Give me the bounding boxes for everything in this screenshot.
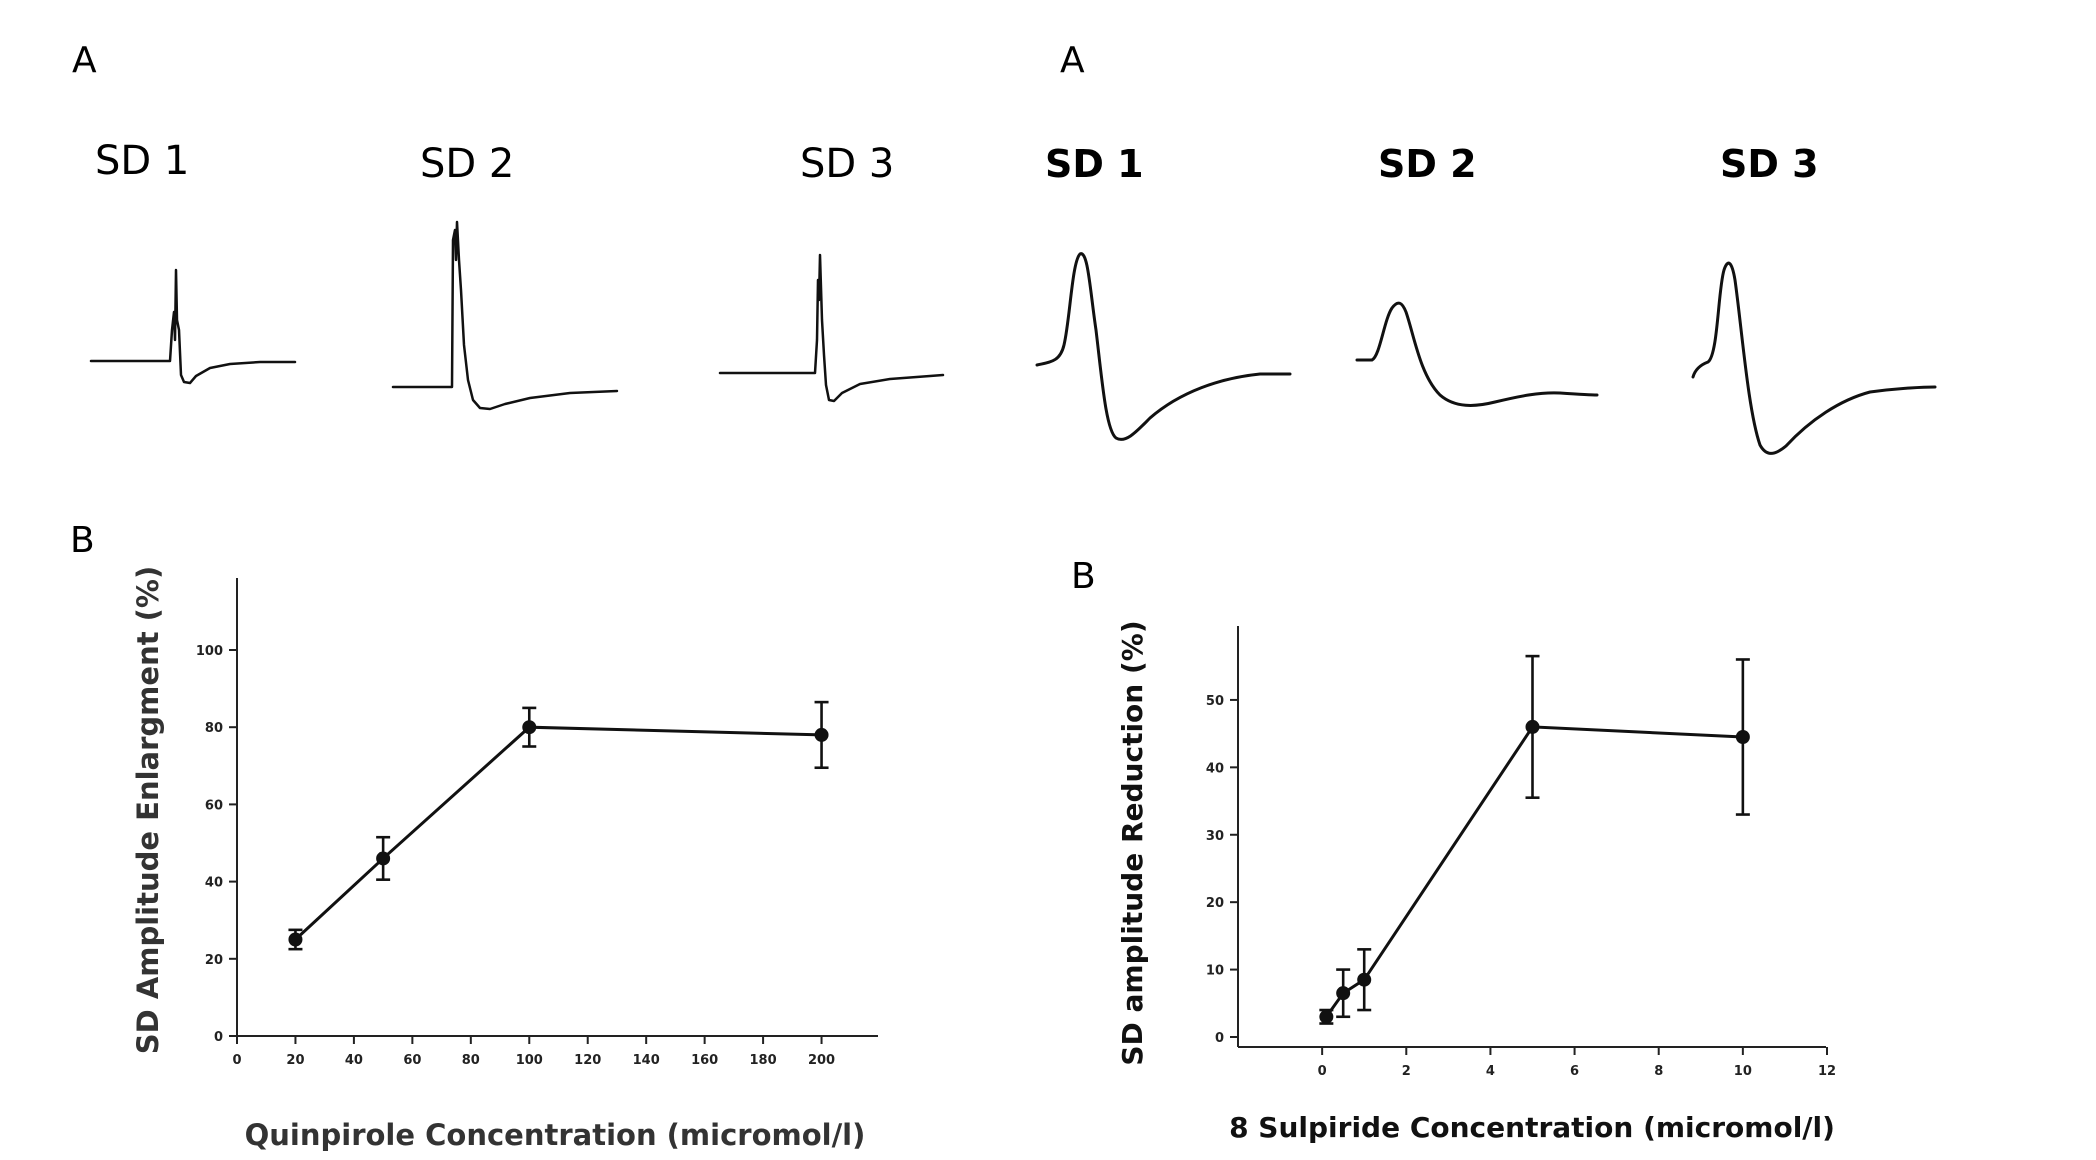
left-trace-label-3: SD 3	[800, 141, 894, 187]
left-x-tick-label: 100	[516, 1053, 543, 1068]
left-x-tick-label: 20	[286, 1053, 304, 1068]
left-panel-b-label: B	[70, 520, 95, 561]
right-trace-label-2: SD 2	[1378, 142, 1477, 186]
right-y-tick-label: 0	[1215, 1031, 1224, 1046]
right-x-tick-label: 4	[1486, 1064, 1495, 1079]
right-x-tick-label: 2	[1402, 1064, 1411, 1079]
left-data-point	[376, 851, 391, 866]
left-x-tick-label: 180	[750, 1053, 777, 1068]
left-panel-a-label: A	[72, 40, 97, 81]
right-trace-sd2	[1355, 301, 1599, 407]
right-y-tick-label: 20	[1206, 896, 1224, 911]
left-x-tick-label: 200	[808, 1053, 835, 1068]
left-x-tick-label: 160	[691, 1053, 718, 1068]
left-data-point	[814, 727, 829, 742]
right-x-tick-label: 8	[1654, 1064, 1663, 1079]
right-y-tick-label: 10	[1206, 964, 1224, 979]
left-data-point	[522, 720, 537, 735]
right-y-tick-label: 50	[1206, 694, 1224, 709]
right-data-point	[1735, 730, 1750, 745]
left-x-tick-label: 40	[345, 1053, 363, 1068]
right-x-tick-label: 10	[1734, 1064, 1752, 1079]
right-series-line	[1325, 725, 1743, 1018]
left-x-tick-label: 80	[462, 1053, 480, 1068]
left-trace-sd1	[89, 268, 297, 385]
left-trace-sd2	[391, 220, 619, 411]
right-x-tick-label: 6	[1570, 1064, 1579, 1079]
left-y-tick-label: 80	[205, 721, 223, 736]
right-data-point	[1319, 1009, 1334, 1024]
left-y-tick-label: 100	[196, 644, 223, 659]
right-y-axis-title: SD amplitude Reduction (%)	[1116, 620, 1149, 1065]
left-series-line	[294, 725, 822, 941]
left-x-tick-label: 0	[232, 1053, 241, 1068]
right-y-tick-label: 30	[1206, 829, 1224, 844]
right-data-point	[1336, 986, 1351, 1001]
right-trace-label-3: SD 3	[1720, 142, 1819, 186]
left-y-tick-label: 20	[205, 953, 223, 968]
left-data-point	[288, 932, 303, 947]
left-x-tick-label: 140	[633, 1053, 660, 1068]
right-panel-b-label: B	[1071, 556, 1096, 597]
right-trace-sd1	[1035, 252, 1292, 441]
left-x-axis-title: Quinpirole Concentration (micromol/l)	[245, 1118, 866, 1152]
left-trace-label-2: SD 2	[420, 141, 514, 187]
right-data-point	[1525, 719, 1540, 734]
right-x-tick-label: 0	[1318, 1064, 1327, 1079]
left-y-axis-title: SD Amplitude Enlargment (%)	[131, 566, 165, 1054]
left-y-tick-label: 40	[205, 876, 223, 891]
right-x-axis-title: 8 Sulpiride Concentration (micromol/l)	[1229, 1111, 1835, 1144]
left-trace-sd3	[718, 253, 945, 403]
left-y-tick-label: 0	[214, 1030, 223, 1045]
left-y-tick-label: 60	[205, 798, 223, 813]
left-x-tick-label: 60	[403, 1053, 421, 1068]
right-data-point	[1357, 972, 1372, 987]
right-trace-sd3	[1691, 261, 1937, 455]
left-trace-label-1: SD 1	[95, 138, 189, 184]
left-x-tick-label: 120	[574, 1053, 601, 1068]
sulpiride-chart: 0 2 4 6 8 10 12 0 10 20 30 40 50 8 Sulpiride Concentr…	[1116, 620, 1836, 1144]
quinpirole-chart: 0 20 40 60 80 100 120 140 160 180 200 0 20 40 60 80 100 Q…	[131, 566, 878, 1152]
right-trace-label-1: SD 1	[1045, 142, 1144, 186]
right-y-tick-label: 40	[1206, 761, 1224, 776]
right-x-tick-label: 12	[1818, 1064, 1836, 1079]
right-panel-a-label: A	[1060, 40, 1085, 81]
